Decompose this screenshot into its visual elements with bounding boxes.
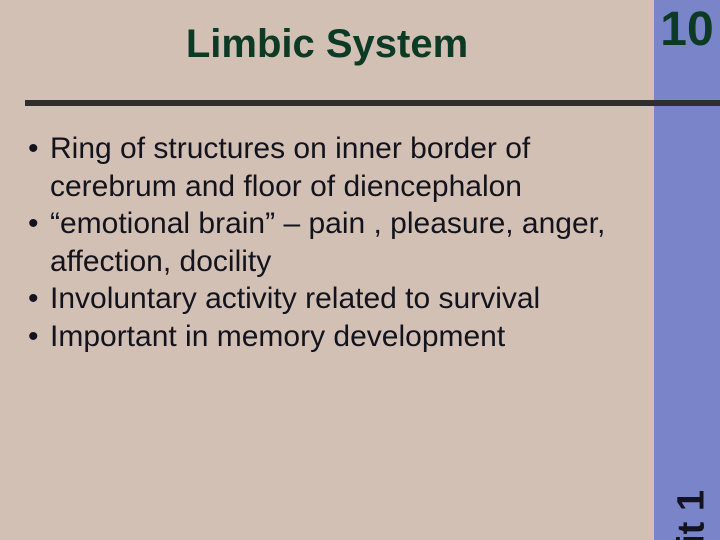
bullet-text: “emotional brain” – pain , pleasure, ang… (50, 205, 628, 280)
unit-label: Unit 1 (671, 490, 714, 540)
bullet-list: • Ring of structures on inner border of … (28, 130, 628, 355)
bullet-text: Involuntary activity related to survival (50, 280, 628, 318)
list-item: • Involuntary activity related to surviv… (28, 280, 628, 318)
list-item: • “emotional brain” – pain , pleasure, a… (28, 205, 628, 280)
title-divider (25, 100, 720, 106)
bullet-icon: • (28, 318, 50, 356)
bullet-icon: • (28, 130, 50, 205)
list-item: • Important in memory development (28, 318, 628, 356)
bullet-icon: • (28, 205, 50, 280)
right-strip (654, 0, 720, 540)
slide-title: Limbic System (0, 22, 654, 67)
bullet-text: Important in memory development (50, 318, 628, 356)
slide: Limbic System 10 • Ring of structures on… (0, 0, 720, 540)
list-item: • Ring of structures on inner border of … (28, 130, 628, 205)
bullet-icon: • (28, 280, 50, 318)
page-number: 10 (654, 2, 720, 57)
bullet-text: Ring of structures on inner border of ce… (50, 130, 628, 205)
